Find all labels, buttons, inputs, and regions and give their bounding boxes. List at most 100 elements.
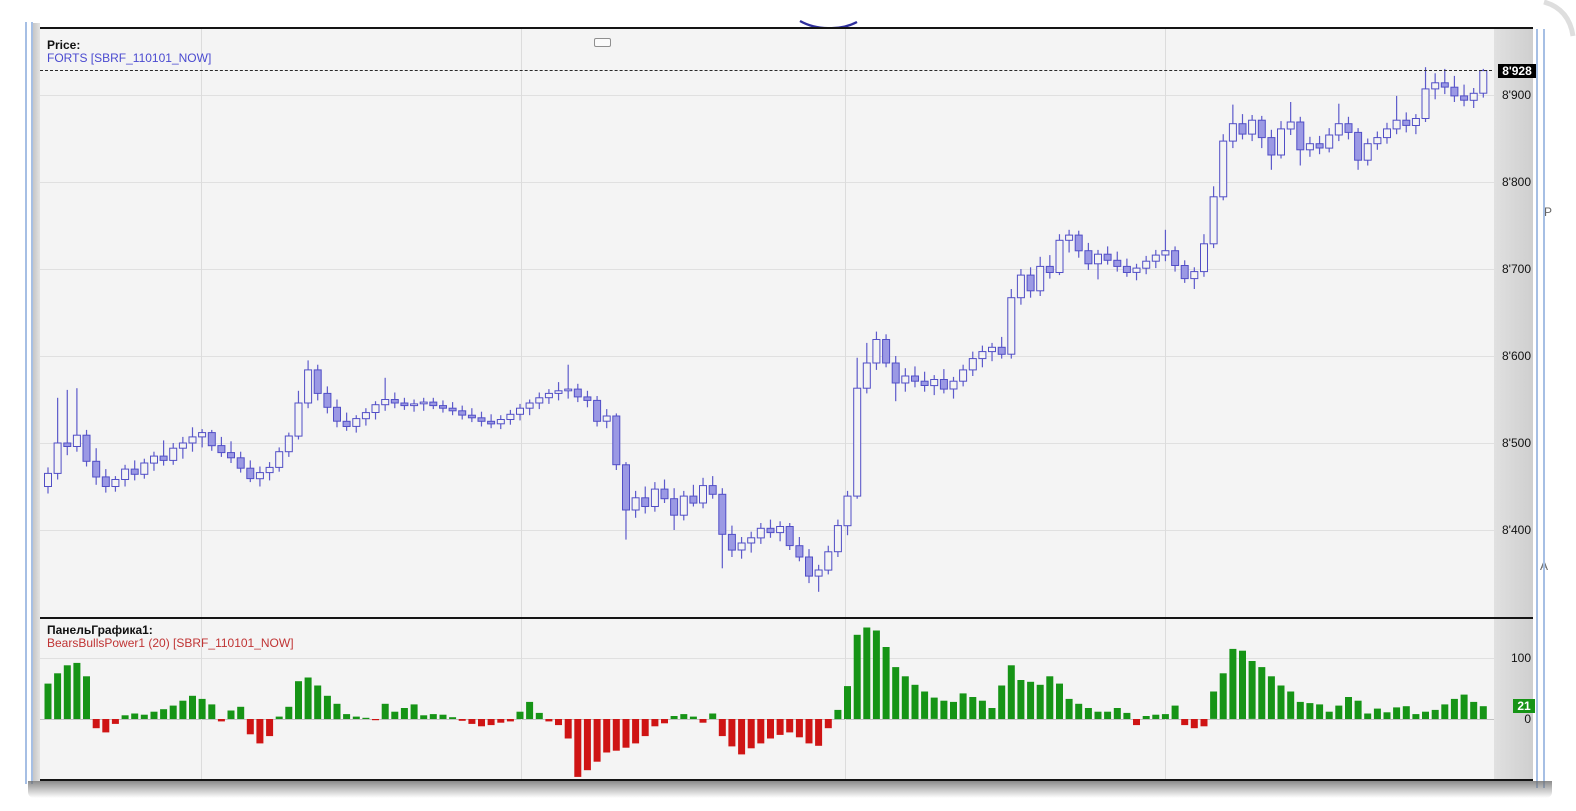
candle: [1142, 255, 1151, 275]
histogram-bar: [237, 706, 245, 719]
candle: [1016, 269, 1025, 305]
candle: [776, 521, 785, 542]
candle: [862, 342, 871, 394]
histogram-bar: [882, 647, 890, 719]
histogram-bar: [1017, 680, 1025, 719]
candle: [882, 334, 891, 368]
candle: [795, 537, 804, 562]
window-drop-shadow: [28, 781, 1552, 798]
gridline: [40, 269, 1494, 270]
candle: [1325, 128, 1334, 153]
candle: [564, 364, 573, 399]
candle: [1334, 103, 1343, 142]
candle: [756, 523, 765, 544]
indicator-series-label[interactable]: BearsBullsPower1 (20) [SBRF_110101_NOW]: [47, 636, 294, 650]
candle: [939, 369, 948, 394]
histogram-bar: [1248, 661, 1256, 719]
histogram-bar: [911, 684, 919, 719]
candle: [583, 390, 592, 408]
candle: [544, 389, 553, 404]
histogram-bar: [150, 711, 158, 719]
histogram-bar: [834, 709, 842, 720]
candle: [150, 451, 158, 471]
background-window-text-fragment: P: [1544, 205, 1553, 219]
candle: [814, 564, 823, 592]
axis-tick-label: 8'800: [1502, 175, 1531, 189]
candle: [487, 414, 496, 429]
price-series-label[interactable]: FORTS [SBRF_110101_NOW]: [47, 51, 212, 65]
histogram-bar: [641, 719, 649, 737]
histogram-bar: [1239, 650, 1246, 719]
candle: [853, 357, 862, 499]
candle: [1084, 242, 1093, 270]
histogram-bar: [44, 683, 52, 719]
histogram-bar: [1402, 706, 1410, 719]
histogram-bar: [767, 719, 774, 739]
candle: [352, 415, 361, 433]
window-left-edge: [33, 23, 40, 781]
histogram-bar: [786, 719, 794, 733]
histogram-bar: [1412, 714, 1420, 719]
histogram-bar: [1431, 709, 1439, 720]
candle: [496, 415, 505, 430]
candle: [121, 464, 130, 487]
histogram-bar: [140, 714, 148, 719]
histogram-bar: [680, 714, 688, 719]
histogram-bar: [1190, 719, 1198, 729]
histogram-bar: [429, 714, 437, 719]
histogram-bar: [1296, 701, 1304, 719]
histogram-bar: [950, 701, 957, 719]
histogram-bar: [940, 700, 948, 719]
candle: [1267, 129, 1276, 170]
histogram-bar: [1479, 706, 1487, 719]
histogram-bar: [757, 719, 765, 744]
histogram-bar: [969, 697, 977, 719]
candle: [1469, 88, 1478, 108]
histogram-bar: [333, 703, 341, 720]
candle: [1286, 102, 1295, 135]
indicator-panel-title: ПанельГрафика1:: [47, 623, 153, 637]
candle: [1007, 289, 1016, 359]
candle: [236, 451, 245, 473]
candle: [304, 360, 313, 409]
histogram-bar: [516, 711, 524, 719]
candle: [670, 488, 679, 530]
candle: [1315, 135, 1324, 155]
axis-tick-label: 100: [1510, 651, 1531, 665]
histogram-bar: [892, 667, 900, 719]
histogram-bar: [959, 693, 967, 719]
histogram-bar: [670, 716, 678, 719]
panel-splitter-grip[interactable]: [594, 38, 611, 47]
candle: [53, 397, 62, 480]
candle: [419, 397, 428, 411]
histogram-bar: [1084, 708, 1092, 719]
histogram-bar: [1422, 711, 1429, 719]
histogram-bar: [689, 716, 697, 719]
histogram-bar: [169, 705, 177, 719]
candle: [1161, 229, 1170, 262]
histogram-bar: [362, 717, 370, 719]
candle: [891, 356, 900, 402]
candle: [323, 386, 332, 414]
candle: [1036, 256, 1045, 296]
histogram-bar: [1287, 691, 1295, 719]
gridline: [40, 658, 1494, 659]
histogram-bar: [343, 714, 351, 719]
histogram-bar: [256, 719, 264, 744]
histogram-bar: [728, 719, 736, 747]
histogram-bar: [1036, 684, 1044, 719]
panel-separator[interactable]: [40, 617, 1533, 619]
candle: [1440, 68, 1449, 95]
candle: [101, 469, 110, 493]
histogram-bar: [661, 719, 668, 724]
gridline: [845, 29, 846, 617]
histogram-bar: [622, 719, 630, 748]
gridline: [40, 443, 1494, 444]
histogram-bar: [1113, 708, 1121, 719]
histogram-bar: [1065, 698, 1073, 719]
candle: [371, 401, 380, 420]
histogram-bar: [1027, 681, 1035, 719]
candle: [833, 519, 842, 557]
value-axis[interactable]: [1494, 29, 1533, 781]
candle: [622, 462, 630, 540]
